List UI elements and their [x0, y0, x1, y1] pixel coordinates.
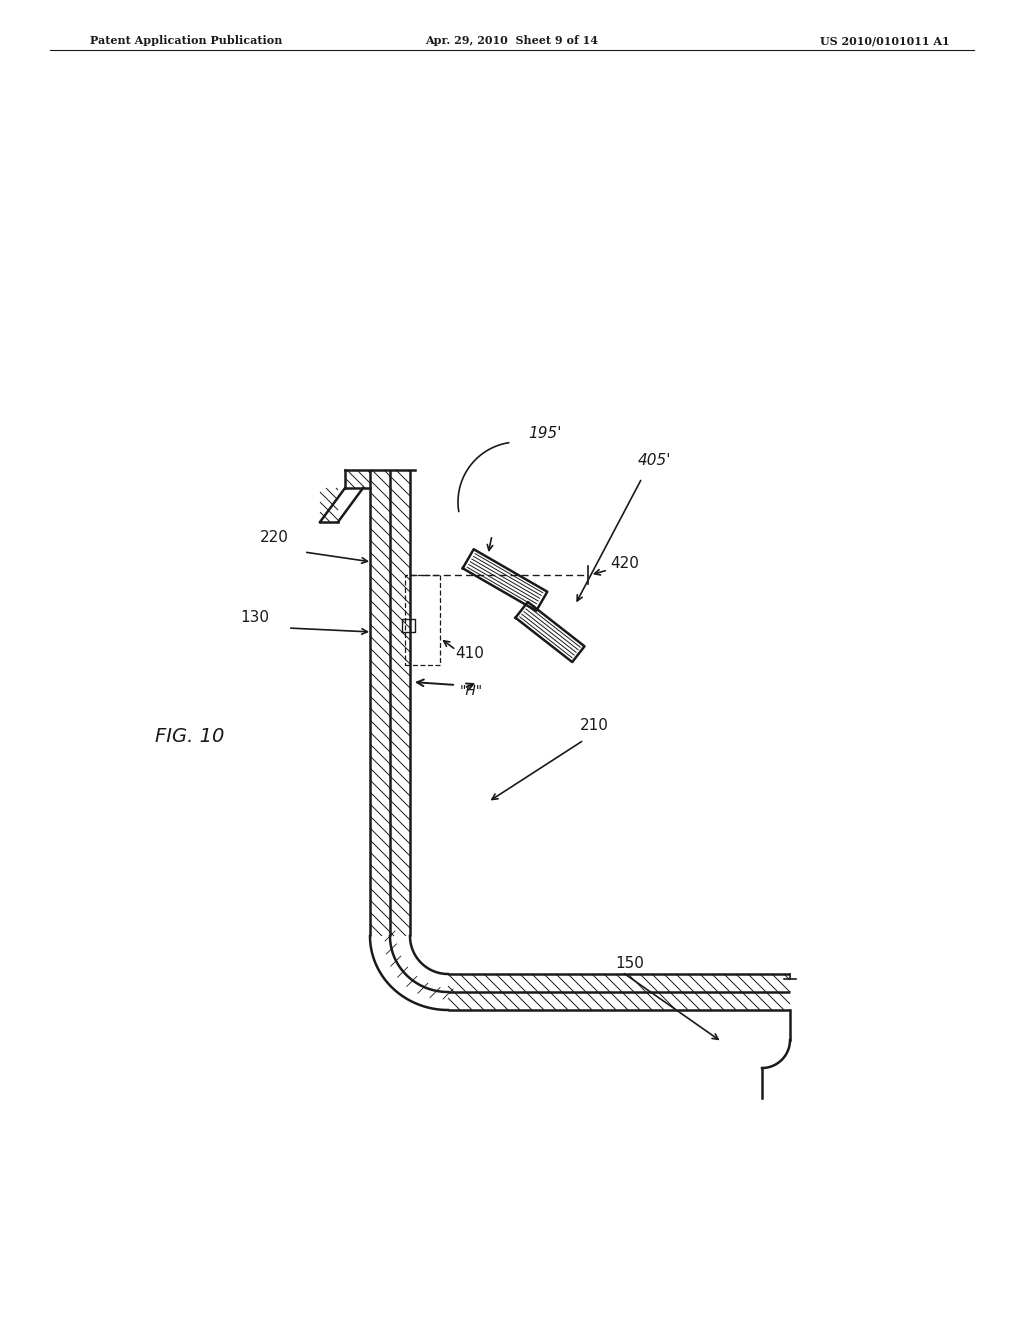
Text: FIG. 10: FIG. 10 [155, 727, 224, 746]
Text: Patent Application Publication: Patent Application Publication [90, 36, 283, 46]
Text: 405': 405' [638, 453, 672, 469]
Text: 420: 420 [610, 556, 639, 572]
Text: 195': 195' [528, 426, 561, 441]
Text: 130: 130 [240, 610, 269, 624]
Text: Apr. 29, 2010  Sheet 9 of 14: Apr. 29, 2010 Sheet 9 of 14 [426, 36, 598, 46]
Text: "H": "H" [460, 684, 483, 698]
Text: 210: 210 [580, 718, 609, 733]
Text: US 2010/0101011 A1: US 2010/0101011 A1 [820, 36, 950, 46]
Text: 150: 150 [615, 956, 644, 972]
Text: 410: 410 [455, 645, 484, 661]
Text: 220: 220 [260, 531, 289, 545]
